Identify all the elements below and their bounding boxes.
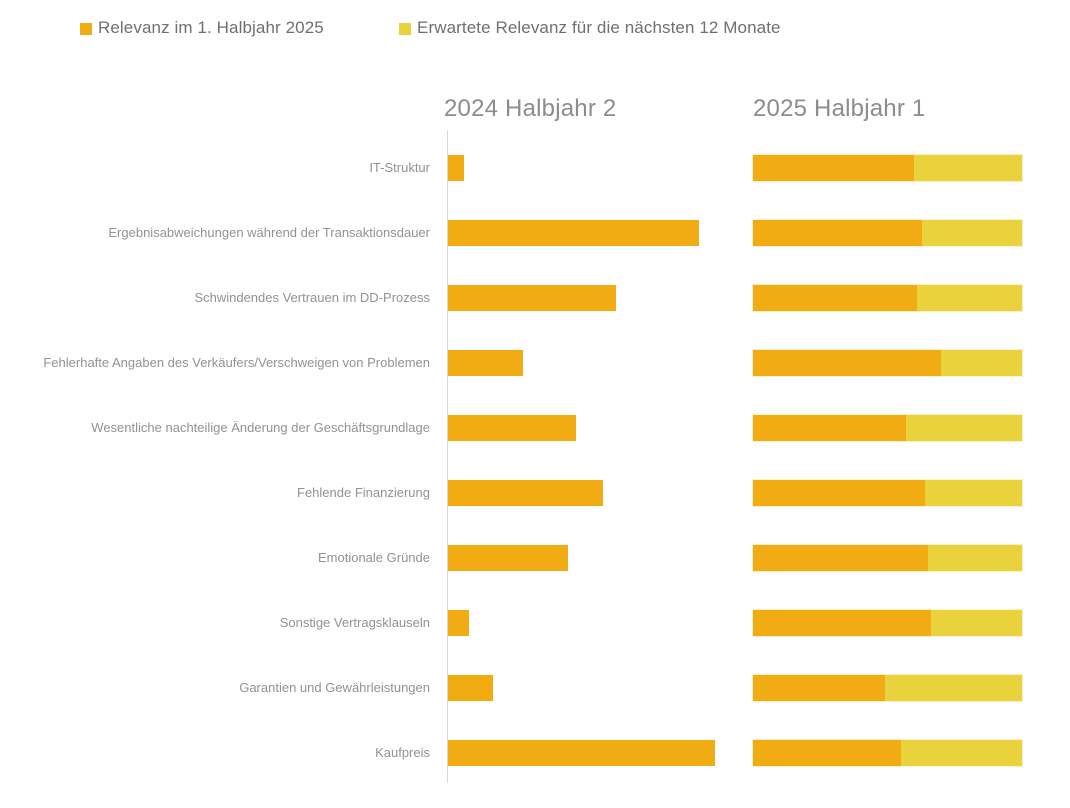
bar-2024-relevanz bbox=[448, 609, 470, 636]
category-label: Wesentliche nachteilige Änderung der Ges… bbox=[91, 419, 430, 435]
bar-segment-erwartete-relevanz bbox=[914, 154, 1022, 181]
legend-swatch-yellow-icon bbox=[399, 23, 411, 35]
chart-row: Sonstige Vertragsklauseln bbox=[0, 590, 1070, 655]
chart-row: Ergebnisabweichungen während der Transak… bbox=[0, 200, 1070, 265]
column-header-2025-halbjahr-1: 2025 Halbjahr 1 bbox=[753, 95, 926, 122]
chart-rows: IT-Struktur Ergebnisabweichungen während … bbox=[0, 135, 1070, 785]
bar-2024-relevanz bbox=[448, 674, 494, 701]
panel-2025-halbjahr-1 bbox=[753, 674, 1022, 701]
bar-segment-erwartete-relevanz bbox=[925, 479, 1022, 506]
chart-row: Kaufpreis bbox=[0, 720, 1070, 785]
panel-2025-halbjahr-1 bbox=[753, 284, 1022, 311]
bar-segment-erwartete-relevanz bbox=[917, 284, 1022, 311]
panel-2024-halbjahr-2 bbox=[448, 414, 715, 441]
panel-2025-halbjahr-1 bbox=[753, 414, 1022, 441]
bar-2024-relevanz bbox=[448, 414, 577, 441]
panel-2024-halbjahr-2 bbox=[448, 674, 715, 701]
chart-row: IT-Struktur bbox=[0, 135, 1070, 200]
category-label: Ergebnisabweichungen während der Transak… bbox=[108, 224, 430, 240]
legend-swatch-orange-icon bbox=[80, 23, 92, 35]
bar-segment-erwartete-relevanz bbox=[941, 349, 1022, 376]
bar-segment-erwartete-relevanz bbox=[922, 219, 1022, 246]
bar-segment-relevanz-h1-2025 bbox=[753, 544, 928, 571]
panel-2025-halbjahr-1 bbox=[753, 219, 1022, 246]
bar-segment-relevanz-h1-2025 bbox=[753, 219, 923, 246]
panel-2025-halbjahr-1 bbox=[753, 154, 1022, 181]
chart-row: Fehlerhafte Angaben des Verkäufers/Versc… bbox=[0, 330, 1070, 395]
bar-segment-relevanz-h1-2025 bbox=[753, 739, 901, 766]
panel-2024-halbjahr-2 bbox=[448, 154, 715, 181]
category-label: Schwindendes Vertrauen im DD-Prozess bbox=[194, 289, 430, 305]
bar-segment-relevanz-h1-2025 bbox=[753, 349, 942, 376]
category-label: Sonstige Vertragsklauseln bbox=[279, 614, 430, 630]
legend-item-relevanz-h1-2025: Relevanz im 1. Halbjahr 2025 bbox=[80, 18, 324, 38]
bar-segment-relevanz-h1-2025 bbox=[753, 479, 926, 506]
panel-2024-halbjahr-2 bbox=[448, 219, 715, 246]
category-label: Emotionale Gründe bbox=[317, 549, 430, 565]
axis-line bbox=[447, 130, 448, 783]
chart-row: Wesentliche nachteilige Änderung der Ges… bbox=[0, 395, 1070, 460]
panel-2024-halbjahr-2 bbox=[448, 739, 715, 766]
bar-segment-erwartete-relevanz bbox=[930, 609, 1022, 636]
bar-2024-relevanz bbox=[448, 544, 569, 571]
panel-2024-halbjahr-2 bbox=[448, 544, 715, 571]
bar-segment-relevanz-h1-2025 bbox=[753, 284, 918, 311]
category-label: Kaufpreis bbox=[375, 744, 430, 760]
panel-2024-halbjahr-2 bbox=[448, 349, 715, 376]
category-label: Garantien und Gewährleistungen bbox=[239, 679, 430, 695]
legend-item-erwartete-relevanz: Erwartete Relevanz für die nächsten 12 M… bbox=[399, 18, 781, 38]
bar-segment-erwartete-relevanz bbox=[906, 414, 1022, 441]
panel-2025-halbjahr-1 bbox=[753, 609, 1022, 636]
panel-2025-halbjahr-1 bbox=[753, 349, 1022, 376]
bar-segment-relevanz-h1-2025 bbox=[753, 674, 885, 701]
bar-2024-relevanz bbox=[448, 154, 465, 181]
bar-2024-relevanz bbox=[448, 284, 617, 311]
chart-row: Emotionale Gründe bbox=[0, 525, 1070, 590]
panel-2024-halbjahr-2 bbox=[448, 284, 715, 311]
bar-segment-relevanz-h1-2025 bbox=[753, 414, 907, 441]
chart-row: Garantien und Gewährleistungen bbox=[0, 655, 1070, 720]
panel-2024-halbjahr-2 bbox=[448, 609, 715, 636]
panel-2025-halbjahr-1 bbox=[753, 479, 1022, 506]
bar-2024-relevanz bbox=[448, 219, 699, 246]
column-header-2024-halbjahr-2: 2024 Halbjahr 2 bbox=[444, 95, 617, 122]
bar-2024-relevanz bbox=[448, 739, 715, 766]
bar-2024-relevanz bbox=[448, 479, 603, 506]
bar-2024-relevanz bbox=[448, 349, 523, 376]
category-label: Fehlerhafte Angaben des Verkäufers/Versc… bbox=[43, 354, 430, 370]
legend-label-erwartet: Erwartete Relevanz für die nächsten 12 M… bbox=[417, 18, 781, 37]
panel-2025-halbjahr-1 bbox=[753, 544, 1022, 571]
chart-row: Schwindendes Vertrauen im DD-Prozess bbox=[0, 265, 1070, 330]
bar-segment-relevanz-h1-2025 bbox=[753, 154, 915, 181]
bar-segment-erwartete-relevanz bbox=[884, 674, 1022, 701]
legend-label-relevanz: Relevanz im 1. Halbjahr 2025 bbox=[98, 18, 324, 37]
category-label: IT-Struktur bbox=[369, 159, 430, 175]
bar-segment-relevanz-h1-2025 bbox=[753, 609, 931, 636]
chart-row: Fehlende Finanzierung bbox=[0, 460, 1070, 525]
panel-2024-halbjahr-2 bbox=[448, 479, 715, 506]
bar-segment-erwartete-relevanz bbox=[927, 544, 1022, 571]
panel-2025-halbjahr-1 bbox=[753, 739, 1022, 766]
category-label: Fehlende Finanzierung bbox=[297, 484, 430, 500]
bar-segment-erwartete-relevanz bbox=[900, 739, 1022, 766]
